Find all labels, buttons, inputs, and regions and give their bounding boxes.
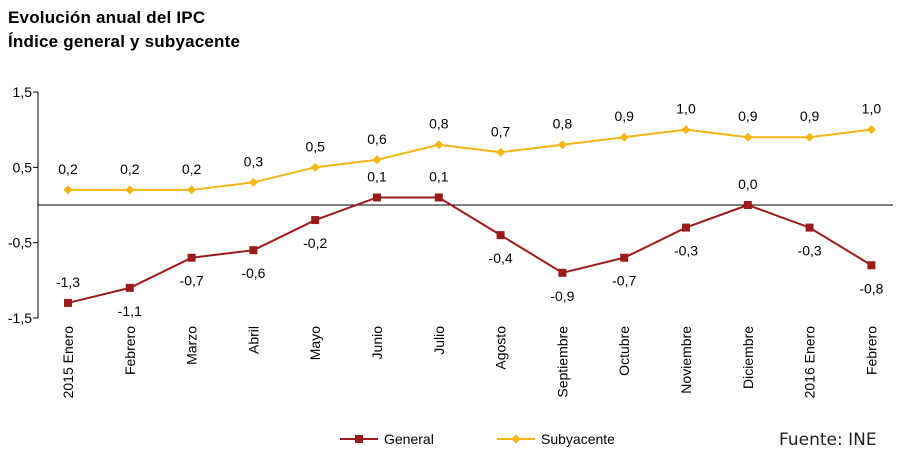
data-point [248, 177, 258, 187]
x-tick-label: 2016 Enero [802, 326, 818, 399]
x-tick-label: Diciembre [740, 326, 756, 389]
y-tick-label: 0,5 [13, 159, 33, 175]
x-tick-label: Septiembre [554, 326, 570, 398]
x-tick-label: Marzo [184, 326, 200, 365]
data-label: 0,6 [367, 131, 387, 147]
x-tick-label: Mayo [307, 326, 323, 360]
data-point [496, 231, 505, 240]
data-label: 1,0 [676, 101, 696, 117]
data-point [681, 125, 691, 135]
data-label: 0,2 [182, 161, 202, 177]
x-tick-labels: 2015 Enero Febrero Marzo Abril Mayo Junio Juli… [60, 326, 879, 399]
data-label: -0,3 [674, 243, 698, 259]
data-point [125, 185, 135, 195]
data-point [63, 185, 73, 195]
x-tick-label: Febrero [863, 326, 879, 375]
data-label: 0,8 [429, 116, 449, 132]
data-point [187, 185, 197, 195]
data-point [434, 140, 444, 150]
data-label: -0,4 [489, 250, 513, 266]
y-tick-label: -1,5 [8, 310, 32, 326]
data-label: 0,9 [614, 108, 634, 124]
data-point [373, 193, 381, 202]
data-point [620, 253, 629, 262]
data-point [372, 155, 382, 165]
series-subyacente: 0,2 0,2 0,2 0,3 0,5 0,6 0,8 0,7 0,8 0,9 1,0 0,9 0,9 1… [58, 101, 881, 195]
data-point [249, 246, 258, 255]
data-label: -1,1 [118, 303, 142, 319]
data-point [682, 223, 690, 232]
data-point [125, 283, 134, 292]
data-label: 1,0 [862, 101, 882, 117]
series-line [68, 128, 872, 191]
data-point [743, 132, 753, 142]
x-tick-label: Noviembre [678, 326, 694, 394]
data-point [310, 162, 320, 172]
data-label: -0,6 [241, 265, 265, 281]
legend-label-subyacente: Subyacente [541, 431, 615, 447]
data-point [867, 261, 876, 270]
data-label: -0,8 [859, 280, 883, 296]
series-line [67, 196, 872, 304]
axes [33, 91, 893, 319]
data-point [743, 201, 752, 209]
data-label: 0,3 [244, 153, 264, 169]
x-tick-label: Julio [431, 326, 447, 355]
data-point [805, 223, 814, 232]
data-label: -0,3 [798, 243, 822, 259]
chart-title: Evolución anual del IPC [8, 8, 206, 27]
data-point [805, 132, 815, 142]
legend-marker-subyacente [511, 434, 521, 444]
data-label: 0,1 [367, 168, 387, 184]
data-point [866, 125, 876, 135]
chart-subtitle: Índice general y subyacente [8, 32, 241, 51]
x-tick-label: Abril [245, 326, 261, 354]
data-point [64, 298, 72, 307]
data-point [311, 216, 320, 225]
series-general: -1,3 -1,1 -0,7 -0,6 -0,2 0,1 0,1 -0,4 -0,9 -0,7 -0… [56, 168, 884, 318]
data-label: -0,7 [180, 273, 204, 289]
data-point [496, 147, 506, 157]
data-label: -0,7 [612, 273, 636, 289]
legend: General Subyacente [340, 431, 615, 447]
data-point [619, 132, 629, 142]
data-label: 0,7 [491, 123, 511, 139]
data-label: -0,2 [303, 235, 327, 251]
data-label: 0,2 [58, 161, 78, 177]
x-tick-label: Agosto [493, 326, 509, 370]
data-label: 0,9 [738, 108, 758, 124]
data-point [434, 193, 443, 202]
data-label: 0,0 [738, 176, 758, 192]
legend-label-general: General [384, 431, 434, 447]
x-tick-label: Junio [369, 326, 385, 360]
data-label: 0,8 [553, 116, 573, 132]
y-tick-labels: 1,5 0,5 -0,5 -1,5 [8, 84, 32, 326]
source-note: Fuente: INE [779, 430, 877, 450]
data-label: -0,9 [550, 288, 574, 304]
data-label: 0,2 [120, 161, 140, 177]
x-tick-label: 2015 Enero [60, 326, 76, 399]
data-label: 0,1 [429, 168, 449, 184]
data-label: -1,3 [56, 274, 80, 290]
y-tick-label: 1,5 [13, 84, 33, 100]
y-tick-label: -0,5 [8, 235, 32, 251]
data-point [557, 140, 567, 150]
data-point [558, 268, 567, 277]
legend-marker-general [355, 435, 363, 443]
data-point [187, 253, 196, 262]
x-tick-label: Febrero [122, 326, 138, 375]
x-tick-label: Octubre [616, 326, 632, 376]
data-label: 0,9 [800, 108, 820, 124]
data-label: 0,5 [305, 138, 325, 154]
